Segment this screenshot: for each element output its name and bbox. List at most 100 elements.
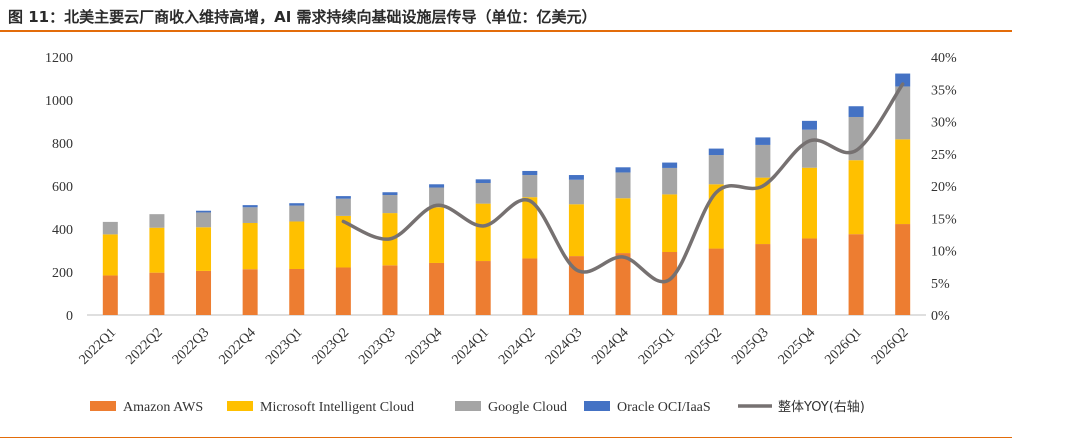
bar-segment [382,265,398,315]
bar-segment [708,148,724,156]
x-tick-label: 2025Q2 [683,325,726,368]
y-right-tick-label: 10% [931,245,957,260]
bar-segment [615,253,631,315]
bar-segment [242,205,258,208]
bar-segment [289,221,305,269]
bar-segment [475,182,491,204]
bar-segment [568,204,584,257]
bar-segment [149,214,165,228]
x-tick-label: 2023Q3 [356,325,399,368]
bar-segment [429,184,445,188]
title-divider [0,30,1012,32]
bar-segment [615,172,631,199]
bar-segment [615,167,631,173]
bar-segment [475,261,491,315]
bar-segment [242,207,258,223]
bar-segment [801,120,817,130]
legend-label: Amazon AWS [123,400,203,415]
x-tick-label: 2023Q4 [403,325,446,368]
bar-segment [662,252,678,315]
x-tick-label: 2022Q3 [170,325,213,368]
bar-segment [429,207,445,263]
bar-segment [755,144,771,178]
bar-segment [895,224,911,315]
bar-segment [102,275,118,315]
bar-segment [755,244,771,315]
chart-bars [102,73,911,315]
bar-segment [568,179,584,205]
bar-segment [196,227,212,271]
bar-segment [475,203,491,262]
bar-segment [615,198,631,254]
y-left-tick-label: 800 [52,137,73,152]
bar-segment [149,272,165,315]
bar-segment [755,137,771,145]
bar-segment [149,227,165,273]
bar-segment [708,184,724,249]
y-right-tick-label: 40% [931,51,957,66]
bar-segment [662,162,678,168]
y-right-tick-label: 20% [931,180,957,195]
y-left-tick-label: 400 [52,223,73,238]
bar-segment [662,167,678,195]
legend-swatch [227,401,253,411]
chart-legend: Amazon AWS Microsoft Intelligent Cloud Goo… [90,400,865,415]
chart-title: 图 11：北美主要云厂商收入维持高增，AI 需求持续向基础设施层传导（单位：亿美… [8,8,597,26]
bar-segment [708,155,724,185]
legend-label: Google Cloud [488,400,567,415]
x-tick-label: 2024Q4 [589,325,632,368]
bar-segment [708,248,724,315]
x-tick-label: 2023Q1 [263,325,306,368]
bar-segment [102,221,118,235]
bar-segment [102,234,118,276]
legend-swatch [455,401,481,411]
bar-segment [289,268,305,315]
bar-segment [242,222,258,270]
bar-segment [196,270,212,315]
x-axis-labels: 2022Q1 2022Q2 2022Q3 2022Q4 2023Q1 2023Q2 2023… [77,325,912,368]
bar-segment [522,197,538,259]
x-tick-label: 2025Q4 [776,325,819,368]
bar-segment [475,179,491,183]
legend-swatch [584,401,610,411]
x-tick-label: 2024Q2 [496,325,539,368]
bar-segment [848,160,864,235]
chart-axes: 0 200 400 600 800 1000 1200 0% 5% 10% 15% 20% 25% 30%… [45,51,957,324]
x-tick-label: 2022Q1 [77,325,120,368]
bar-segment [522,175,538,198]
bar-segment [335,267,351,315]
legend-swatch [90,401,116,411]
y-right-tick-label: 30% [931,116,957,131]
x-tick-label: 2022Q2 [123,325,166,368]
bar-segment [801,238,817,315]
bar-segment [429,187,445,208]
y-left-tick-label: 0 [66,309,73,324]
x-tick-label: 2022Q4 [216,325,259,368]
x-tick-label: 2024Q1 [450,325,493,368]
x-tick-label: 2024Q3 [543,325,586,368]
bar-segment [429,262,445,315]
bar-segment [289,205,305,222]
bar-segment [848,106,864,117]
y-left-tick-label: 600 [52,180,73,195]
y-left-tick-label: 1200 [45,51,73,66]
y-right-tick-label: 35% [931,83,957,98]
y-left-tick-label: 1000 [45,94,73,109]
x-tick-label: 2025Q1 [636,325,679,368]
bar-segment [801,129,817,168]
x-tick-label: 2025Q3 [729,325,772,368]
bar-segment [335,196,351,199]
bar-segment [382,195,398,214]
bar-segment [895,86,911,140]
bar-segment [522,258,538,315]
legend-label: Microsoft Intelligent Cloud [260,400,414,415]
bar-segment [242,269,258,315]
bar-segment [335,215,351,268]
legend-label: Oracle OCI/IaaS [617,400,711,415]
bar-segment [895,73,911,87]
x-tick-label: 2026Q2 [869,325,912,368]
bar-segment [522,170,538,176]
bar-segment [335,198,351,216]
bar-segment [848,234,864,315]
